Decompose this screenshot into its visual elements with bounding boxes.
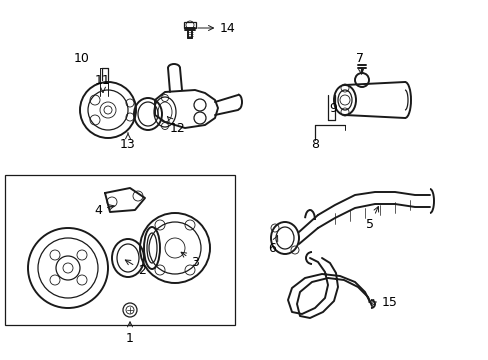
Text: 2: 2 (125, 260, 145, 276)
Bar (5, 175, 235, 325)
Text: 8: 8 (310, 139, 318, 152)
Text: 14: 14 (197, 22, 235, 35)
Text: 5: 5 (365, 207, 378, 231)
Text: 12: 12 (167, 117, 185, 135)
Text: 10: 10 (74, 51, 90, 64)
Text: 1: 1 (126, 322, 134, 345)
Text: 15: 15 (368, 296, 397, 309)
Text: 6: 6 (267, 236, 277, 255)
Text: 11: 11 (95, 73, 111, 93)
Text: 4: 4 (94, 203, 114, 216)
Text: 9: 9 (328, 102, 336, 114)
Text: 3: 3 (181, 252, 199, 269)
Text: 13: 13 (120, 133, 136, 152)
Bar (183, 22, 196, 28)
Text: 7: 7 (355, 51, 363, 74)
